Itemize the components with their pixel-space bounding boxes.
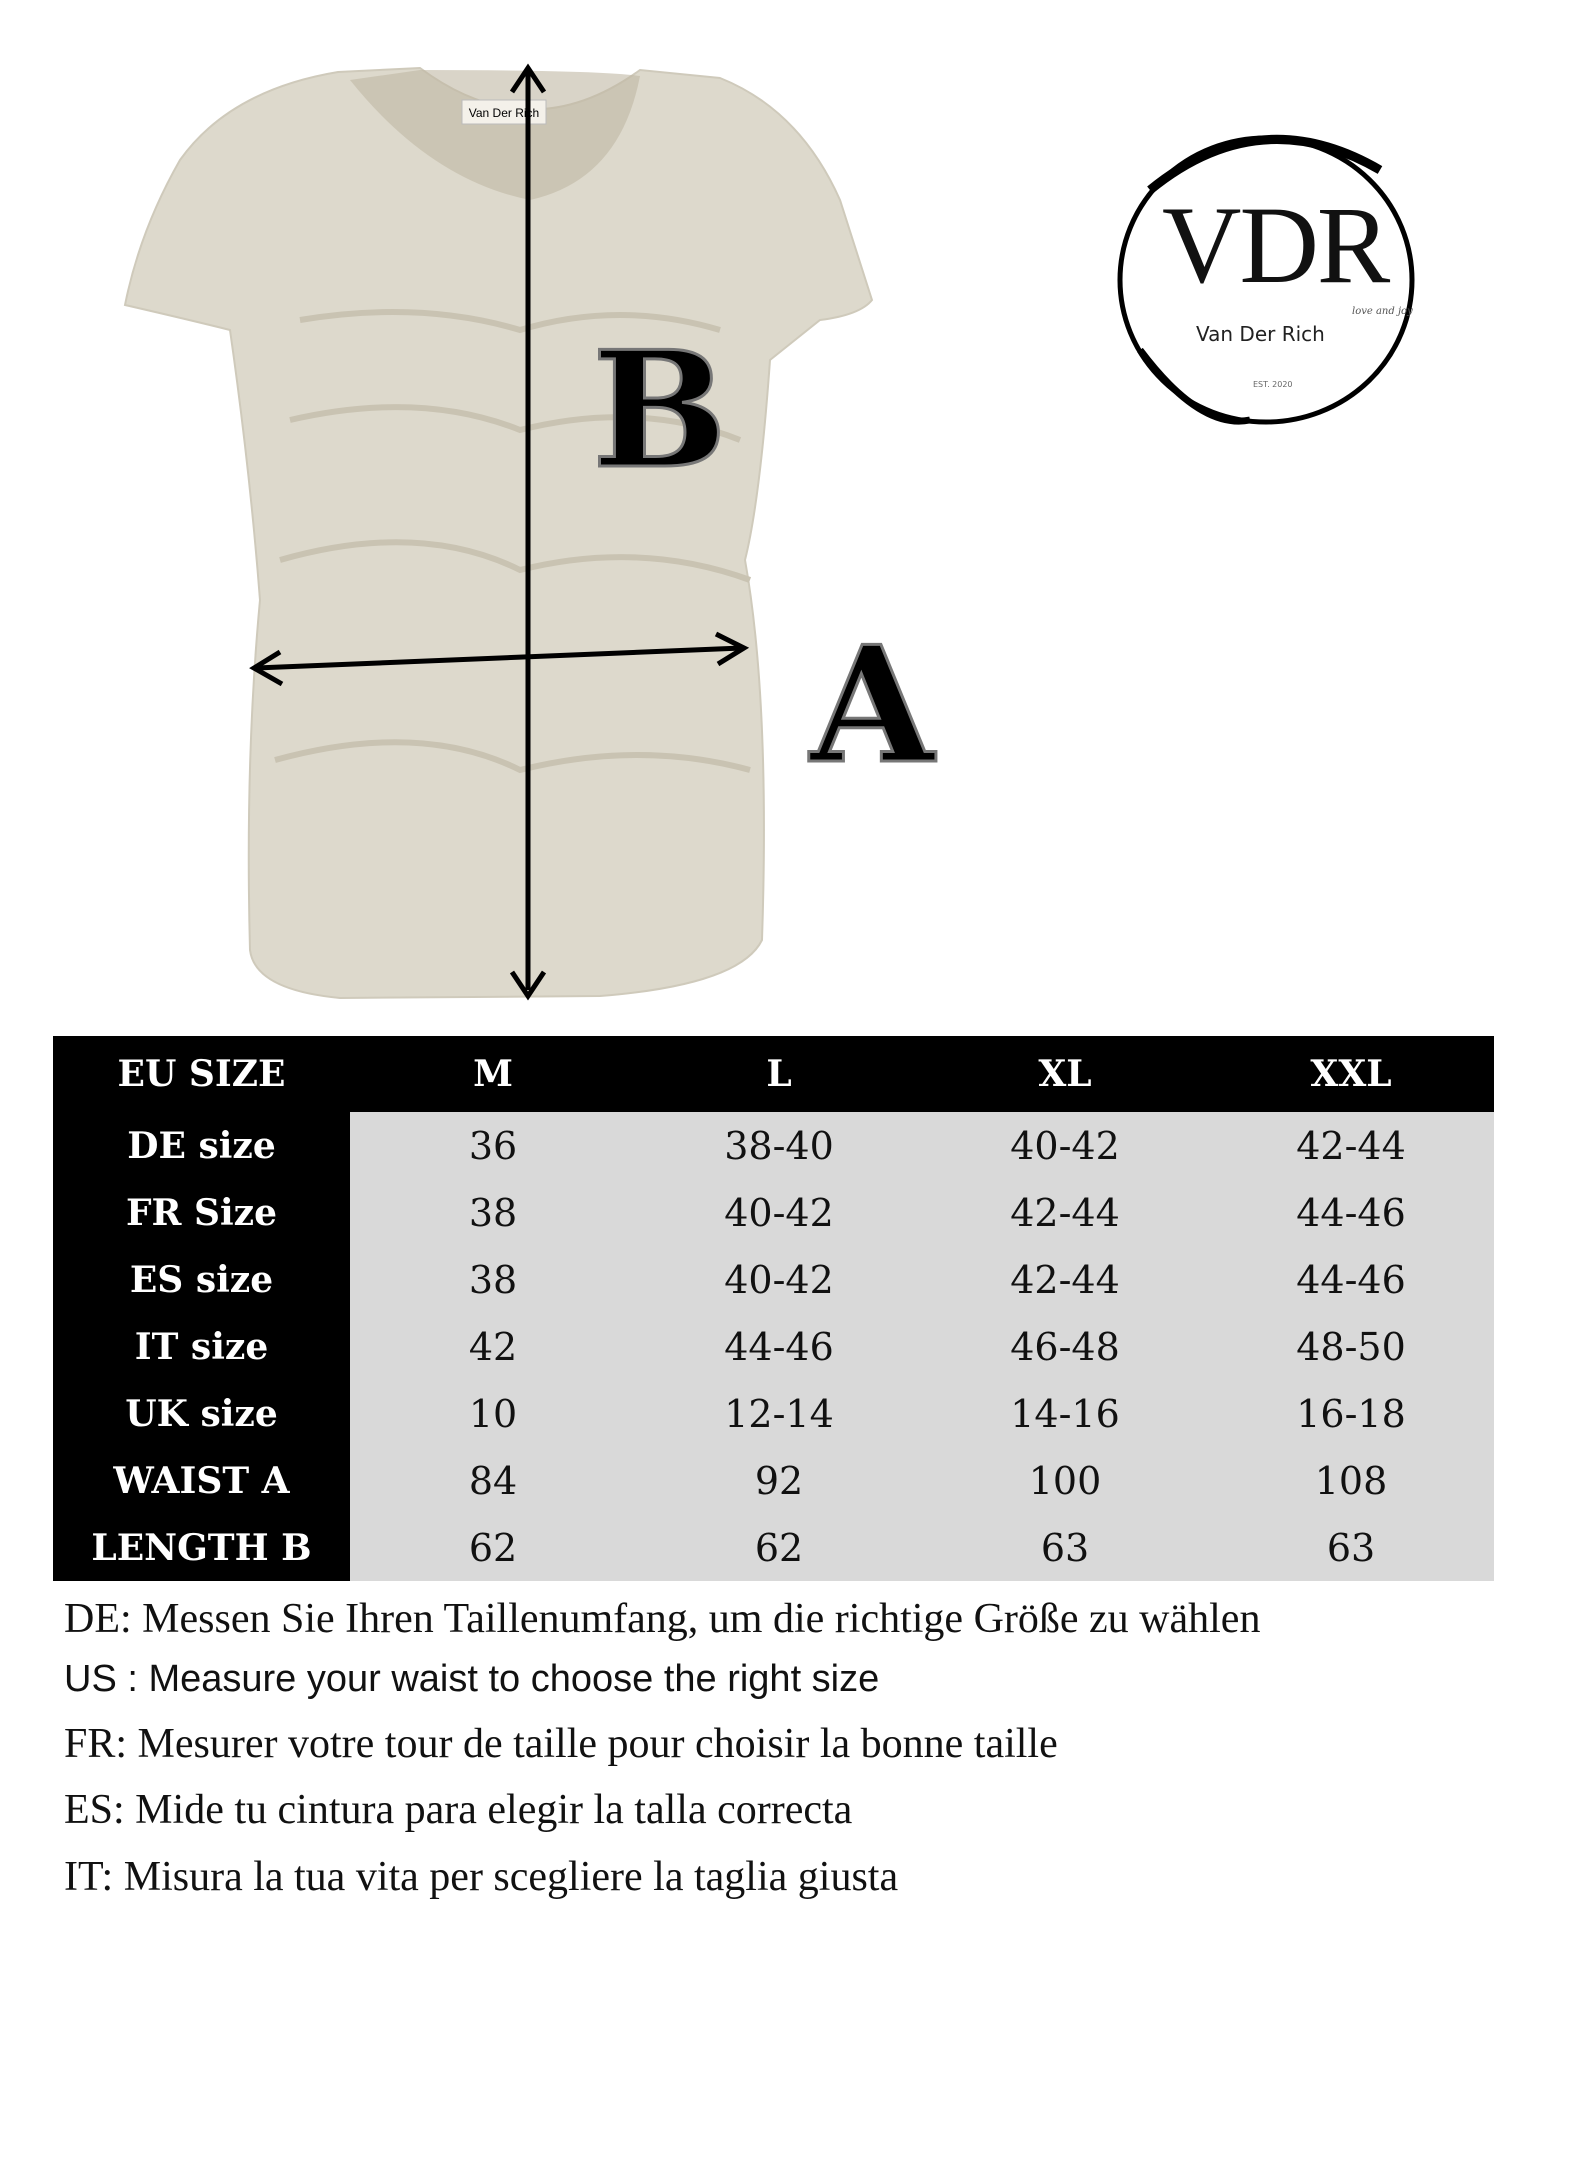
note-it: IT: Misura la tua vita per scegliere la … bbox=[64, 1854, 899, 1900]
size-cell: 38 bbox=[350, 1179, 636, 1246]
logo-monogram: VDR bbox=[1162, 184, 1390, 306]
marker-a: A bbox=[808, 611, 935, 799]
shirt-illustration bbox=[123, 66, 874, 1000]
row-label: WAIST A bbox=[53, 1447, 350, 1514]
size-cell: 44-46 bbox=[1208, 1246, 1494, 1313]
header-cell: M bbox=[350, 1036, 636, 1112]
size-cell: 42-44 bbox=[1208, 1112, 1494, 1179]
table-header-row: EU SIZE M L XL XXL bbox=[53, 1036, 1494, 1112]
note-us: US : Measure your waist to choose the ri… bbox=[64, 1658, 880, 1700]
size-cell: 36 bbox=[350, 1112, 636, 1179]
table-row: FR Size 38 40-42 42-44 44-46 bbox=[53, 1179, 1494, 1246]
size-cell: 62 bbox=[350, 1514, 636, 1581]
size-cell: 63 bbox=[922, 1514, 1208, 1581]
table-row: DE size 36 38-40 40-42 42-44 bbox=[53, 1112, 1494, 1179]
size-cell: 38-40 bbox=[636, 1112, 922, 1179]
table-row: LENGTH B 62 62 63 63 bbox=[53, 1514, 1494, 1581]
header-cell: XL bbox=[922, 1036, 1208, 1112]
size-cell: 92 bbox=[636, 1447, 922, 1514]
note-es: ES: Mide tu cintura para elegir la talla… bbox=[64, 1787, 853, 1833]
header-cell: L bbox=[636, 1036, 922, 1112]
row-label: FR Size bbox=[53, 1179, 350, 1246]
size-cell: 14-16 bbox=[922, 1380, 1208, 1447]
size-cell: 46-48 bbox=[922, 1313, 1208, 1380]
logo-circle bbox=[1117, 134, 1415, 425]
size-cell: 44-46 bbox=[1208, 1179, 1494, 1246]
logo-established: EST. 2020 bbox=[1253, 380, 1293, 389]
table-row: UK size 10 12-14 14-16 16-18 bbox=[53, 1380, 1494, 1447]
logo-tagline: love and joy bbox=[1352, 306, 1413, 317]
size-cell: 10 bbox=[350, 1380, 636, 1447]
row-label: LENGTH B bbox=[53, 1514, 350, 1581]
size-cell: 12-14 bbox=[636, 1380, 922, 1447]
table-row: IT size 42 44-46 46-48 48-50 bbox=[53, 1313, 1494, 1380]
table-row: WAIST A 84 92 100 108 bbox=[53, 1447, 1494, 1514]
size-cell: 40-42 bbox=[922, 1112, 1208, 1179]
size-cell: 40-42 bbox=[636, 1246, 922, 1313]
header-cell: EU SIZE bbox=[53, 1036, 350, 1112]
logo-brand: Van Der Rich bbox=[1196, 322, 1325, 346]
size-cell: 40-42 bbox=[636, 1179, 922, 1246]
size-cell: 84 bbox=[350, 1447, 636, 1514]
size-cell: 42-44 bbox=[922, 1246, 1208, 1313]
marker-b: B bbox=[590, 316, 728, 504]
waist-arrow bbox=[249, 631, 750, 687]
size-cell: 38 bbox=[350, 1246, 636, 1313]
size-cell: 108 bbox=[1208, 1447, 1494, 1514]
product-image: Van Der Rich bbox=[123, 63, 1415, 1001]
row-label: IT size bbox=[53, 1313, 350, 1380]
size-table: EU SIZE M L XL XXL DE size 36 38-40 40-42 42… bbox=[53, 1036, 1494, 1581]
row-label: ES size bbox=[53, 1246, 350, 1313]
note-de: DE: Messen Sie Ihren Taillenumfang, um d… bbox=[64, 1596, 1261, 1642]
row-label: UK size bbox=[53, 1380, 350, 1447]
size-cell: 62 bbox=[636, 1514, 922, 1581]
size-cell: 16-18 bbox=[1208, 1380, 1494, 1447]
row-label: DE size bbox=[53, 1112, 350, 1179]
size-cell: 100 bbox=[922, 1447, 1208, 1514]
size-cell: 48-50 bbox=[1208, 1313, 1494, 1380]
size-cell: 42-44 bbox=[922, 1179, 1208, 1246]
length-arrow bbox=[509, 63, 547, 1001]
size-cell: 42 bbox=[350, 1313, 636, 1380]
table-row: ES size 38 40-42 42-44 44-46 bbox=[53, 1246, 1494, 1313]
size-cell: 44-46 bbox=[636, 1313, 922, 1380]
note-fr: FR: Mesurer votre tour de taille pour ch… bbox=[64, 1721, 1058, 1767]
header-cell: XXL bbox=[1208, 1036, 1494, 1112]
garment-label: Van Der Rich bbox=[469, 106, 539, 120]
size-cell: 63 bbox=[1208, 1514, 1494, 1581]
